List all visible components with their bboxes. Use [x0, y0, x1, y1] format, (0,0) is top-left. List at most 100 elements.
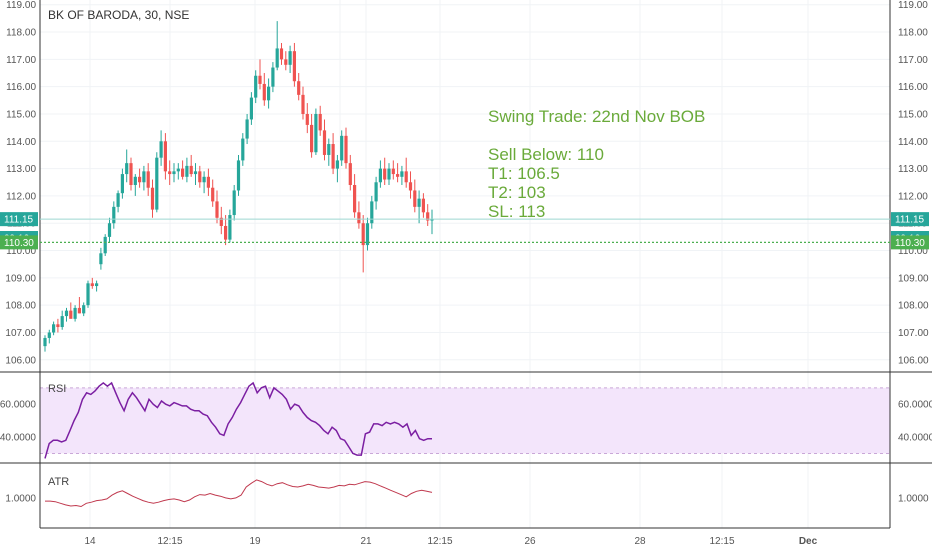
candle [60, 310, 64, 330]
candle-body [202, 176, 206, 183]
candle [396, 163, 400, 183]
candle-body [267, 86, 271, 101]
candle-body [249, 97, 253, 120]
candle [421, 193, 425, 218]
candle [198, 165, 202, 188]
candle [344, 127, 348, 169]
annotation-line: SL: 113 [488, 202, 545, 221]
candle [340, 130, 344, 166]
candle-body [133, 176, 137, 185]
candle-body [103, 236, 107, 254]
candle [374, 176, 378, 210]
price-tick-right: 107.00 [898, 328, 929, 339]
candle-body [69, 310, 73, 319]
candle [103, 234, 107, 257]
candle-body [198, 171, 202, 183]
candle-body [301, 94, 305, 114]
atr-line [45, 479, 433, 508]
candle-body [374, 182, 378, 202]
candle [129, 157, 133, 191]
candle-body [95, 283, 99, 287]
rsi-tick-right: 60.0000 [898, 400, 932, 411]
x-tick: 28 [634, 536, 646, 547]
candle-body [64, 310, 69, 317]
candle [185, 157, 189, 183]
tag-left-label: 110.30 [4, 238, 34, 249]
candle [370, 195, 374, 229]
price-tick-left: 106.00 [5, 355, 36, 366]
candle-body [361, 223, 365, 246]
candle-body [232, 190, 236, 216]
candle [310, 113, 314, 158]
candle [64, 307, 69, 322]
candle-body [430, 219, 434, 221]
annotation-line: Sell Below: 110 [488, 145, 604, 164]
candle-body [211, 187, 215, 202]
candle [69, 302, 73, 319]
candle-body [396, 174, 400, 177]
candle-body [417, 198, 421, 207]
candle [288, 45, 292, 74]
candle [254, 70, 258, 104]
price-tick-right: 112.00 [898, 191, 928, 202]
chart-title: BK OF BARODA, 30, NSE [48, 8, 189, 22]
tag-left-bg [0, 235, 38, 250]
candle-body [413, 190, 417, 207]
rsi-tick-left: 40.0000 [0, 433, 36, 444]
price-tick-right: 115.00 [898, 109, 928, 120]
candle-body [193, 171, 198, 175]
candle [82, 302, 86, 317]
candle-body [258, 75, 262, 84]
candle-body [288, 51, 292, 65]
candle-body [305, 113, 309, 125]
candle-body [86, 283, 90, 306]
candle [413, 179, 417, 213]
candle [258, 59, 262, 90]
candle [236, 154, 241, 196]
candle-body [421, 198, 425, 213]
candle [408, 171, 413, 199]
candle-body [262, 83, 266, 101]
candle-body [310, 124, 314, 153]
candle [107, 217, 112, 243]
tag-right-label: 110.30 [895, 238, 925, 249]
candle-body [297, 81, 301, 95]
candle-body [172, 171, 176, 175]
candle-body [404, 171, 408, 183]
x-tick: 21 [360, 536, 372, 547]
candle [292, 42, 296, 87]
x-tick: 12:15 [157, 536, 182, 547]
rsi-tick-right: 40.0000 [898, 433, 932, 444]
price-tick-left: 115.00 [6, 109, 36, 120]
candle [206, 168, 210, 196]
candle-body [340, 135, 344, 161]
candle [142, 165, 146, 191]
candle-body [284, 59, 288, 65]
atr-tick-left: 1.0000 [5, 493, 36, 504]
x-tick: 12:15 [709, 536, 734, 547]
candle [387, 163, 391, 185]
candle-body [224, 225, 228, 240]
price-tick-right: 114.00 [898, 137, 928, 148]
x-tick: 14 [84, 536, 96, 547]
candle [86, 280, 90, 308]
chart-frame [0, 0, 932, 529]
candle [391, 160, 395, 180]
price-tick-right: 118.00 [898, 28, 928, 39]
price-tick-left: 118.00 [6, 28, 36, 39]
price-tick-left: 116.00 [6, 82, 36, 93]
candle [400, 165, 404, 185]
candle-body [159, 141, 163, 158]
candle [56, 318, 60, 333]
candle [77, 296, 81, 314]
price-tick-right: 110.00 [898, 246, 928, 257]
price-tick-left: 108.00 [5, 301, 36, 312]
candle-body [228, 215, 232, 240]
candle-body [112, 206, 116, 224]
rsi-title: RSI [48, 383, 66, 395]
candle-body [314, 113, 318, 153]
candle [73, 305, 77, 322]
candle-body [107, 223, 112, 237]
candle [383, 157, 387, 185]
